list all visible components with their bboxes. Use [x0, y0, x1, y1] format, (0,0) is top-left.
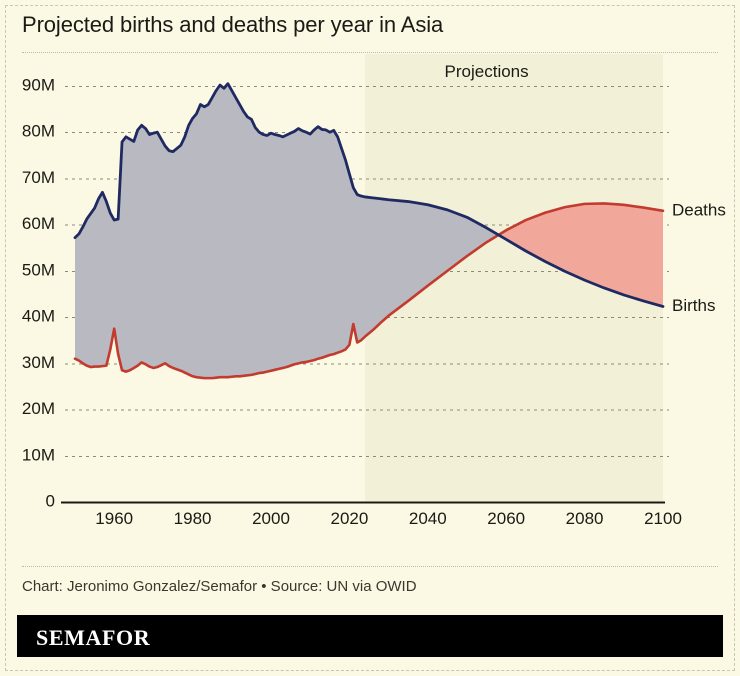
series-labels: Deaths Births [672, 200, 726, 315]
series-lines [73, 82, 665, 380]
y-tick-label: 50M [22, 260, 55, 279]
y-tick-label: 60M [22, 214, 55, 233]
chart-credit: Chart: Jeronimo Gonzalez/Semafor • Sourc… [22, 578, 417, 595]
y-axis-labels: 0 10M 20M 30M 40M 50M 60M 70M 80M 90M [22, 75, 55, 510]
y-tick-label: 30M [22, 353, 55, 372]
title-divider [22, 52, 718, 53]
x-tick-label: 2100 [644, 509, 682, 528]
x-tick-label: 2060 [487, 509, 525, 528]
x-tick-label: 1980 [174, 509, 212, 528]
series-areas [75, 83, 663, 379]
x-tick-label: 2020 [330, 509, 368, 528]
y-tick-label: 90M [22, 75, 55, 94]
y-tick-label: 0 [46, 491, 55, 510]
x-tick-label: 2000 [252, 509, 290, 528]
y-tick-label: 80M [22, 122, 55, 141]
chart-area: 0 10M 20M 30M 40M 50M 60M 70M 80M 90M 1960 1980 200… [22, 54, 726, 528]
births-deaths-chart: 0 10M 20M 30M 40M 50M 60M 70M 80M 90M 1960 1980 200… [22, 54, 726, 528]
births-above-deaths-area [75, 83, 501, 379]
y-tick-label: 20M [22, 399, 55, 418]
y-tick-label: 40M [22, 307, 55, 326]
chart-annotations: Projections [445, 62, 529, 81]
semafor-logo: SEMAFOR [36, 625, 151, 650]
projections-label: Projections [445, 62, 529, 81]
x-tick-label: 1960 [95, 509, 133, 528]
x-tick-label: 2080 [566, 509, 604, 528]
y-tick-label: 70M [22, 168, 55, 187]
footer-divider [22, 566, 718, 567]
births-line [73, 82, 665, 308]
series-label-deaths: Deaths [672, 200, 726, 219]
series-label-births: Births [672, 296, 715, 315]
deaths-above-births-area [500, 203, 663, 307]
logo-bar [17, 615, 723, 657]
x-axis-labels: 1960 1980 2000 2020 2040 2060 2080 2100 [95, 509, 682, 528]
x-tick-label: 2040 [409, 509, 447, 528]
page-title: Projected births and deaths per year in … [22, 12, 444, 37]
deaths-line [73, 202, 665, 380]
y-tick-label: 10M [22, 445, 55, 464]
